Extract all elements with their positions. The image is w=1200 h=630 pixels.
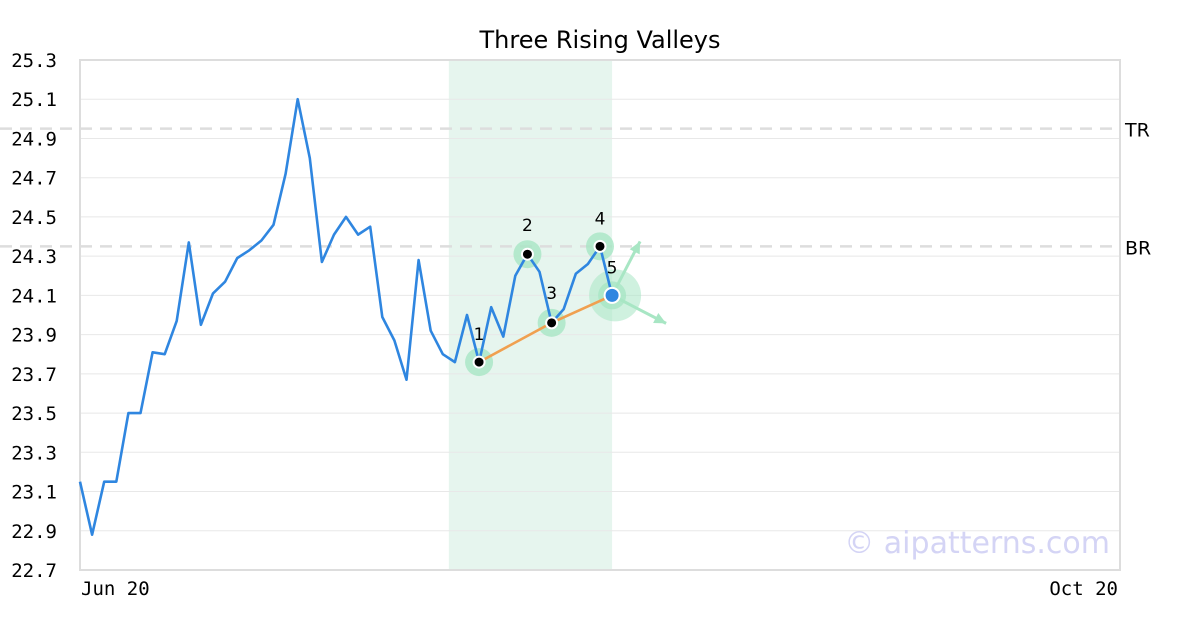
point-label: 1 [474, 325, 485, 345]
y-tick-label: 25.1 [11, 89, 57, 111]
y-tick-label: 24.7 [11, 168, 57, 190]
x-tick-start: Jun 20 [81, 578, 150, 600]
point-label: 3 [546, 284, 557, 304]
x-tick-end: Oct 20 [1049, 578, 1118, 600]
breakout-arrows [610, 240, 667, 325]
watermark: © aipatterns.com [844, 526, 1110, 561]
arrow-head [653, 313, 667, 324]
y-tick-label: 22.7 [11, 560, 57, 582]
resistance-lines: TR BR [0, 120, 1151, 259]
arrow [610, 240, 642, 297]
pattern-point [593, 239, 607, 253]
y-tick-label: 23.3 [11, 442, 57, 464]
pattern-labels: 1 2 3 4 5 [474, 209, 618, 345]
y-tick-label: 24.9 [11, 128, 57, 150]
y-tick-label: 24.1 [11, 285, 57, 307]
arrow [611, 294, 667, 325]
price-line [78, 97, 614, 536]
resistance-label: BR [1125, 237, 1151, 259]
pattern-point [545, 316, 559, 330]
plot-frame [79, 59, 1121, 571]
breakout-point [603, 286, 621, 304]
y-axis: 22.7 22.9 23.1 23.3 23.5 23.7 23.9 24.1 24.3 24.5… [11, 50, 57, 582]
y-tick-label: 24.5 [11, 207, 57, 229]
y-tick-label: 24.3 [11, 246, 57, 268]
point-label: 5 [607, 258, 618, 278]
y-tick-label: 23.1 [11, 482, 57, 504]
arrow-head [629, 241, 641, 255]
y-tick-label: 23.9 [11, 325, 57, 347]
resistance-label: TR [1124, 120, 1150, 142]
point-label: 4 [595, 209, 606, 229]
chart-title: Three Rising Valleys [478, 26, 720, 54]
pattern-points [472, 239, 621, 369]
point-label: 2 [522, 216, 533, 236]
pattern-point [472, 355, 486, 369]
y-tick-label: 23.7 [11, 364, 57, 386]
pattern-window-highlight [448, 60, 613, 570]
pattern-point [520, 247, 534, 261]
y-tick-label: 23.5 [11, 403, 57, 425]
y-tick-label: 25.3 [11, 50, 57, 72]
y-tick-label: 22.9 [11, 521, 57, 543]
